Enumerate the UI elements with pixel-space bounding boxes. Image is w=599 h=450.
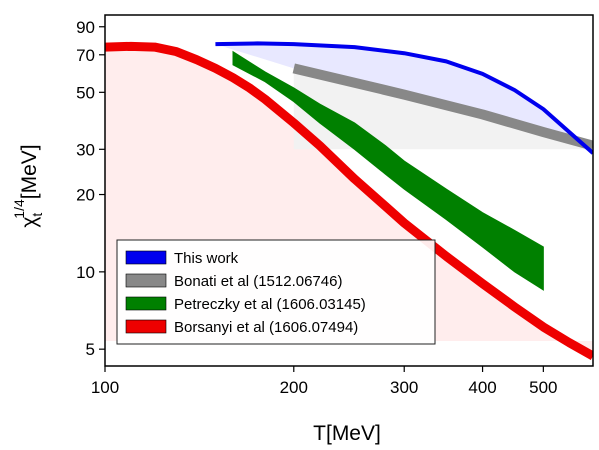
- legend-swatch: [125, 319, 167, 334]
- y-axis-title: χt1/4[MeV]: [11, 144, 45, 227]
- legend-swatch: [125, 273, 167, 288]
- y-axis-title-sub: t: [29, 213, 45, 217]
- series-this-work-line: [215, 41, 593, 155]
- y-tick-label: 20: [76, 186, 95, 205]
- legend-label: Petreczky et al (1606.03145): [174, 296, 366, 313]
- x-tick-label: 100: [91, 378, 119, 397]
- legend-swatch: [125, 250, 167, 265]
- x-axis: 100 200 300 400 500: [91, 366, 558, 397]
- svg-text:χt1/4[MeV]: χt1/4[MeV]: [11, 144, 45, 227]
- legend-label: This work: [174, 250, 239, 267]
- series-bonati-line: [292, 63, 593, 151]
- x-tick-label: 200: [280, 378, 308, 397]
- legend-label: Borsanyi et al (1606.07494): [174, 319, 358, 336]
- x-tick-label: 400: [468, 378, 496, 397]
- legend-box: [116, 239, 436, 345]
- series-layer: [105, 41, 593, 360]
- legend: This work Bonati et al (1512.06746) Petrec…: [116, 239, 436, 345]
- y-axis-title-unit: [MeV]: [18, 144, 41, 199]
- x-axis-title: T[MeV]: [313, 422, 381, 445]
- plot-frame: [104, 14, 594, 367]
- series-petreczky-band: [232, 50, 544, 291]
- y-axis-title-sup: 1/4: [11, 199, 27, 219]
- y-axis-title-base: χ: [18, 217, 41, 228]
- y-tick-label: 90: [76, 18, 95, 37]
- legend-swatch: [125, 296, 167, 311]
- y-tick-label: 5: [86, 340, 95, 359]
- y-tick-label: 70: [76, 46, 95, 65]
- y-tick-label: 50: [76, 83, 95, 102]
- y-tick-label: 30: [76, 140, 95, 159]
- legend-label: Bonati et al (1512.06746): [174, 273, 342, 290]
- y-axis: 5 10 20 30 50 70 90: [76, 18, 105, 359]
- x-tick-label: 300: [390, 378, 418, 397]
- series-borsanyi-line: [105, 41, 593, 360]
- y-tick-label: 10: [76, 263, 95, 282]
- x-tick-label: 500: [529, 378, 557, 397]
